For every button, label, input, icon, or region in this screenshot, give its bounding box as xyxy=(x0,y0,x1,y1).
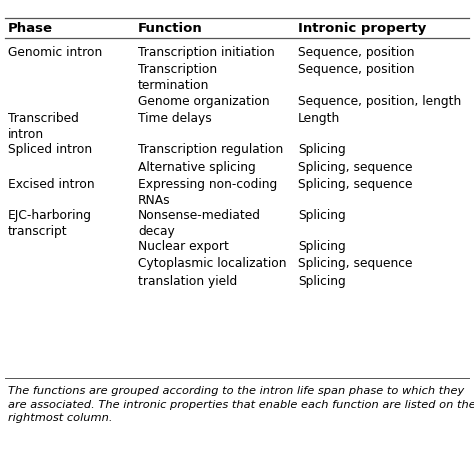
Text: Transcribed
intron: Transcribed intron xyxy=(8,112,79,141)
Text: Alternative splicing: Alternative splicing xyxy=(138,160,256,173)
Text: Phase: Phase xyxy=(8,22,53,35)
Text: translation yield: translation yield xyxy=(138,275,237,288)
Text: Sequence, position: Sequence, position xyxy=(298,46,414,59)
Text: The functions are grouped according to the intron life span phase to which they: The functions are grouped according to t… xyxy=(8,386,464,396)
Text: EJC-harboring
transcript: EJC-harboring transcript xyxy=(8,209,92,238)
Text: Time delays: Time delays xyxy=(138,112,212,125)
Text: Function: Function xyxy=(138,22,203,35)
Text: Cytoplasmic localization: Cytoplasmic localization xyxy=(138,257,286,270)
Text: rightmost column.: rightmost column. xyxy=(8,413,112,423)
Text: Genome organization: Genome organization xyxy=(138,94,270,107)
Text: Spliced intron: Spliced intron xyxy=(8,143,92,156)
Text: Transcription initiation: Transcription initiation xyxy=(138,46,275,59)
Text: Splicing, sequence: Splicing, sequence xyxy=(298,257,412,270)
Text: Length: Length xyxy=(298,112,340,125)
Text: Excised intron: Excised intron xyxy=(8,178,95,191)
Text: Nonsense-mediated
decay: Nonsense-mediated decay xyxy=(138,209,261,238)
Text: are associated. The intronic properties that enable each function are listed on : are associated. The intronic properties … xyxy=(8,400,474,409)
Text: Intronic property: Intronic property xyxy=(298,22,426,35)
Text: Nuclear export: Nuclear export xyxy=(138,240,229,253)
Text: Expressing non-coding
RNAs: Expressing non-coding RNAs xyxy=(138,178,277,207)
Text: Splicing: Splicing xyxy=(298,240,346,253)
Text: Sequence, position: Sequence, position xyxy=(298,63,414,76)
Text: Transcription regulation: Transcription regulation xyxy=(138,143,283,156)
Text: Genomic intron: Genomic intron xyxy=(8,46,102,59)
Text: Splicing: Splicing xyxy=(298,275,346,288)
Text: Splicing: Splicing xyxy=(298,209,346,222)
Text: Splicing, sequence: Splicing, sequence xyxy=(298,178,412,191)
Text: Transcription
termination: Transcription termination xyxy=(138,63,217,92)
Text: Splicing: Splicing xyxy=(298,143,346,156)
Text: Sequence, position, length: Sequence, position, length xyxy=(298,94,461,107)
Text: Splicing, sequence: Splicing, sequence xyxy=(298,160,412,173)
